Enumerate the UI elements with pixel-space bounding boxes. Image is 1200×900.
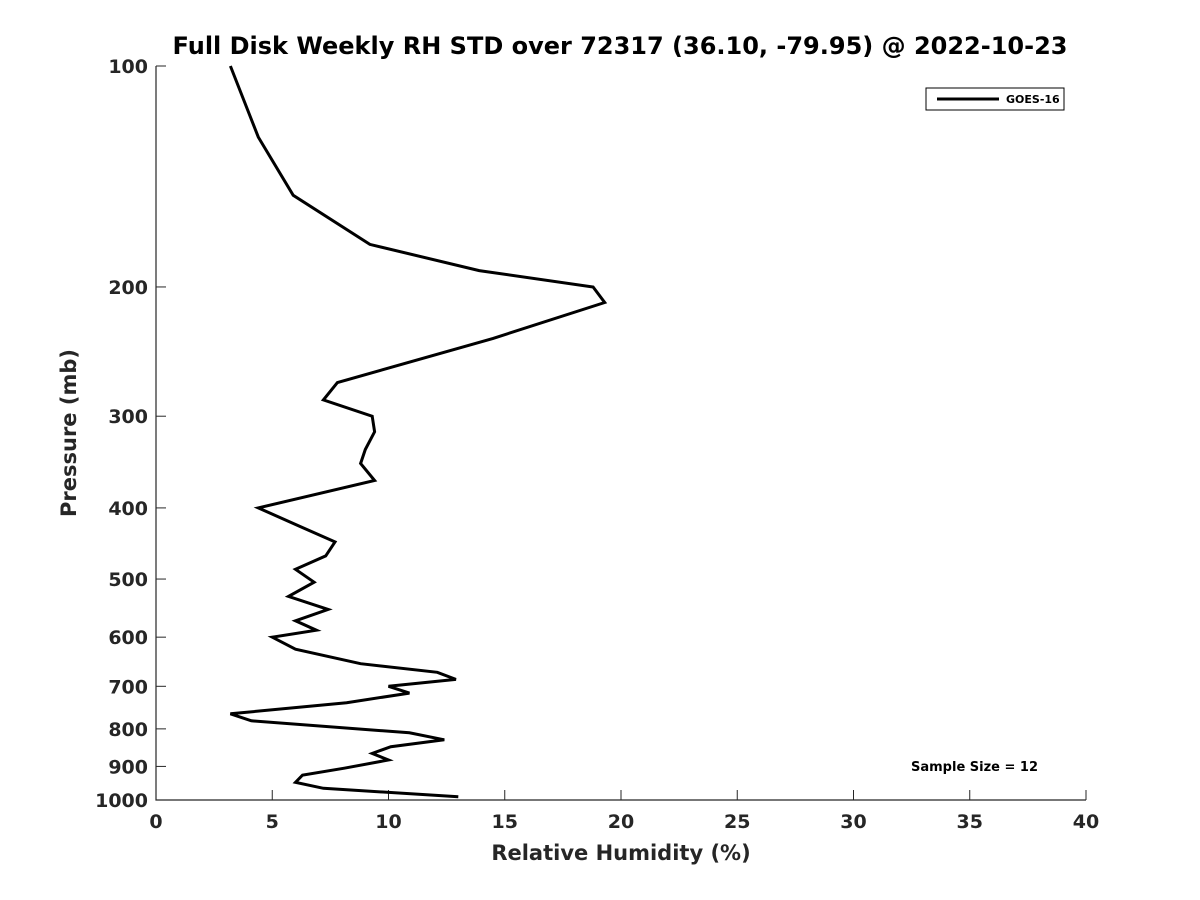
x-tick-label: 25	[724, 811, 750, 833]
x-tick-label: 35	[957, 811, 983, 833]
legend: GOES-16	[925, 87, 1065, 111]
series-line-goes-16	[229, 65, 608, 799]
y-tick-label: 400	[108, 498, 148, 520]
y-tick-label: 800	[108, 719, 148, 741]
x-axis: 0 5 10 15 20 25 30 35 40	[149, 66, 1099, 833]
x-tick-label: 10	[375, 811, 401, 833]
x-tick-label: 30	[840, 811, 866, 833]
series-layer	[229, 65, 608, 799]
plot-area	[156, 66, 1086, 800]
y-tick-label: 900	[108, 756, 148, 778]
x-tick-label: 15	[492, 811, 518, 833]
y-tick-label: 700	[108, 676, 148, 698]
x-tick-label: 5	[266, 811, 279, 833]
y-tick-label: 100	[108, 56, 148, 78]
y-tick-label: 600	[108, 627, 148, 649]
sample-size-annotation: Sample Size = 12	[911, 760, 1038, 775]
x-tick-label: 20	[608, 811, 634, 833]
y-axis: 100 200 300 400 500 600 700 800 900 1000	[95, 56, 166, 812]
y-axis-label: Pressure (mb)	[57, 349, 81, 517]
x-axis-label: Relative Humidity (%)	[491, 841, 750, 865]
y-tick-label: 300	[108, 406, 148, 428]
y-tick-label: 200	[108, 277, 148, 299]
y-tick-label: 500	[108, 569, 148, 591]
chart-title: Full Disk Weekly RH STD over 72317 (36.1…	[173, 32, 1068, 60]
legend-label-goes-16: GOES-16	[1006, 93, 1060, 106]
y-tick-label: 1000	[95, 790, 148, 812]
x-tick-label: 0	[149, 811, 162, 833]
x-tick-label: 40	[1073, 811, 1099, 833]
